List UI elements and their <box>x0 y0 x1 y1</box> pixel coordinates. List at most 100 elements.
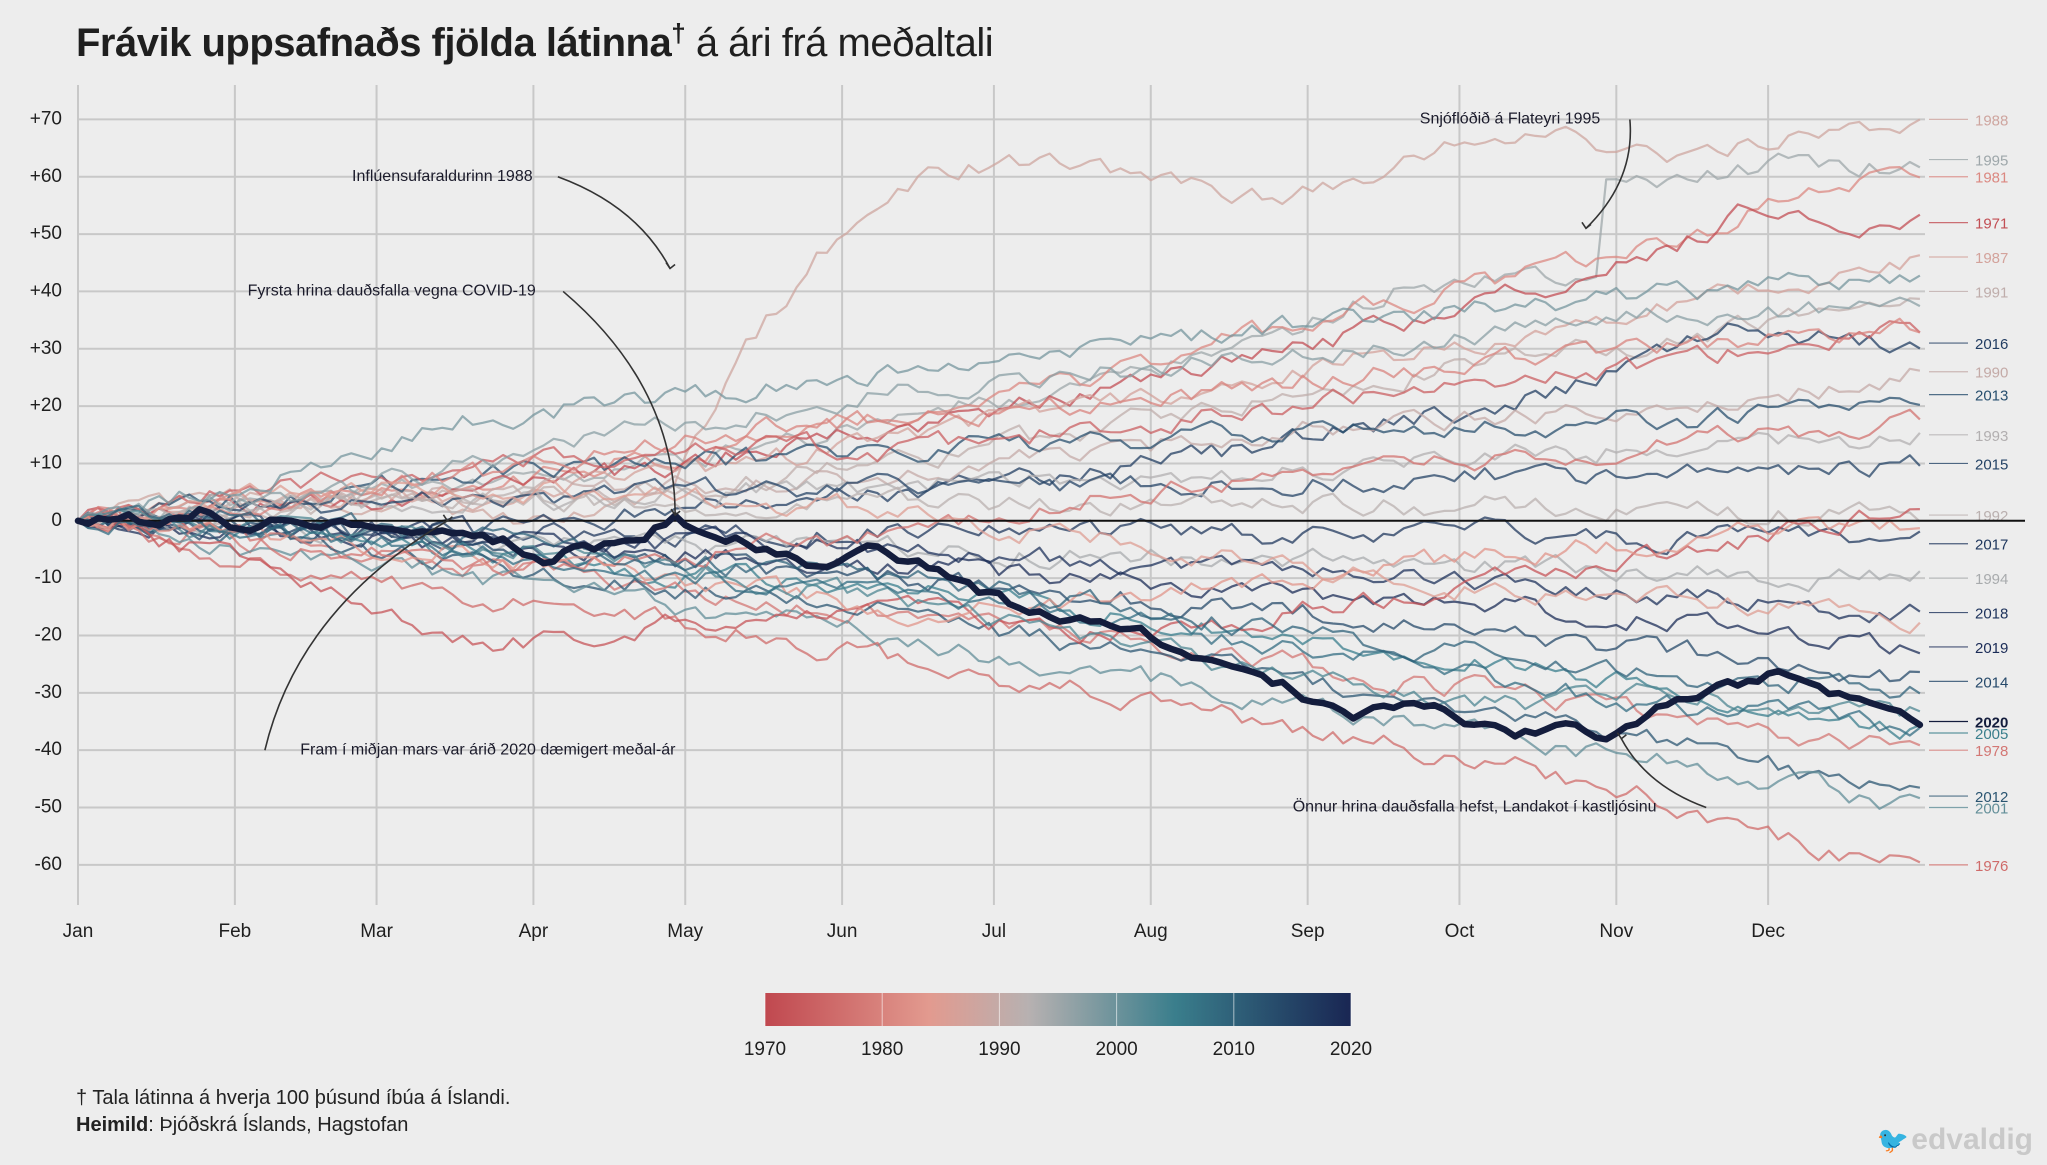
y-tick-label-10: +10 <box>30 452 62 473</box>
series-line-2008 <box>77 515 1921 737</box>
series-line-2014 <box>77 513 1920 683</box>
series-line-1974 <box>77 320 1921 522</box>
highlight-line: 2020 <box>74 506 2008 743</box>
x-tick-label-Jul: Jul <box>982 921 1006 942</box>
x-tick-label-Apr: Apr <box>519 921 549 942</box>
series-line-1999 <box>77 271 1921 525</box>
series-line-1985 <box>77 479 1921 635</box>
legend-label-2010: 2010 <box>1213 1039 1255 1060</box>
annotation-text-4: Önnur hrina dauðsfalla hefst, Landakot í… <box>1293 798 1657 816</box>
series-line-2015 <box>77 454 1921 531</box>
x-tick-label-Sep: Sep <box>1291 921 1325 942</box>
y-tick-label--20: -20 <box>35 625 62 646</box>
series-label-2013: 2013 <box>1975 388 2008 405</box>
series-label-2020: 2020 <box>1975 714 2008 731</box>
series-label-2018: 2018 <box>1975 606 2008 623</box>
footnote: † Tala látinna á hverja 100 þúsund íbúa … <box>76 1087 511 1109</box>
series-line-2016 <box>77 322 1921 543</box>
legend-label-2020: 2020 <box>1330 1039 1372 1060</box>
y-tick-label-60: +60 <box>30 166 62 187</box>
series-line-1978 <box>77 512 1921 750</box>
series-line-1995 <box>77 152 1921 528</box>
axes: +70 +60 +50 +40 +30 +20 +10 0 -10 -20 -30 -40 -50 -60… <box>30 108 1785 942</box>
annotation-text-0: Inflúensufaraldurinn 1988 <box>352 168 533 185</box>
annotation-arrow-2 <box>1585 119 1632 229</box>
series-line-1977 <box>77 408 1921 577</box>
brand[interactable]: 🐦edvaldig <box>1877 1123 2033 1157</box>
series-line-1972 <box>77 508 1920 652</box>
series-line-1971 <box>77 203 1921 523</box>
annotation-arrowhead-4 <box>1616 732 1627 740</box>
series-label-1987: 1987 <box>1975 250 2008 267</box>
annotation-text-1: Fyrsta hrina dauðsfalla vegna COVID-19 <box>248 283 536 300</box>
y-tick-label--60: -60 <box>35 854 62 875</box>
series-label-1981: 1981 <box>1975 170 2008 187</box>
legend-label-2000: 2000 <box>1095 1039 1137 1060</box>
series-label-1995: 1995 <box>1975 153 2008 170</box>
series-label-2016: 2016 <box>1975 336 2008 353</box>
series-line-2001 <box>77 514 1921 810</box>
annotation-arrow-0 <box>557 175 671 269</box>
chart-title: Frávik uppsafnaðs fjölda látinna† á ári … <box>76 18 994 66</box>
series-line-1983 <box>77 515 1920 628</box>
series-label-2015: 2015 <box>1975 456 2008 473</box>
series-label-1991: 1991 <box>1975 284 2008 301</box>
legend-label-1990: 1990 <box>978 1039 1020 1060</box>
x-tick-label-May: May <box>667 921 703 942</box>
series-line-1976 <box>77 515 1921 864</box>
series-line-1988 <box>77 118 1921 525</box>
brand-handle: edvaldig <box>1911 1123 2033 1156</box>
series-label-2017: 2017 <box>1975 537 2008 554</box>
title-rest: á ári frá meðaltali <box>685 21 994 65</box>
series-line-2010 <box>77 504 1921 699</box>
annotation-text-2: Snjóflóðið á Flateyri 1995 <box>1420 111 1601 128</box>
legend-label-1970: 1970 <box>744 1039 786 1060</box>
color-legend-bar <box>765 993 1351 1026</box>
y-tick-label-20: +20 <box>30 395 62 416</box>
series-label-1990: 1990 <box>1975 365 2008 382</box>
color-legend: 1970 1980 1990 2000 2010 2020 <box>744 993 1372 1060</box>
series-label-1971: 1971 <box>1975 216 2008 233</box>
annotation-arrowhead-3 <box>442 514 453 522</box>
y-tick-label-0: 0 <box>51 510 62 531</box>
x-tick-label-Jun: Jun <box>827 921 858 942</box>
y-tick-label--10: -10 <box>35 567 62 588</box>
y-tick-label--50: -50 <box>35 797 62 818</box>
annotation-text-3: Fram í miðjan mars var árið 2020 dæmiger… <box>300 741 676 758</box>
series-label-2012: 2012 <box>1975 789 2008 806</box>
series-line-1997 <box>77 296 1921 523</box>
twitter-bird-icon: 🐦 <box>1876 1125 1910 1155</box>
y-tick-label--30: -30 <box>35 682 62 703</box>
y-tick-label-50: +50 <box>30 223 62 244</box>
series-label-1992: 1992 <box>1975 508 2008 525</box>
series-label-1978: 1978 <box>1975 743 2008 760</box>
x-tick-label-Mar: Mar <box>360 921 393 942</box>
series-line-1992 <box>77 485 1921 528</box>
series-line-1993 <box>77 431 1921 527</box>
x-tick-label-Dec: Dec <box>1751 921 1785 942</box>
series-label-2019: 2019 <box>1975 640 2008 657</box>
annotation-arrowhead-0 <box>665 262 676 270</box>
source-line: Heimild: Þjóðskrá Íslands, Hagstofan <box>76 1114 408 1137</box>
source-label: Heimild <box>76 1114 149 1136</box>
series-label-2014: 2014 <box>1975 674 2008 691</box>
series-line-1980 <box>77 317 1921 526</box>
source-text: : Þjóðskrá Íslands, Hagstofan <box>148 1114 409 1136</box>
x-tick-label-Aug: Aug <box>1134 921 1168 942</box>
highlight-line-2020 <box>74 506 1924 743</box>
annotations: Inflúensufaraldurinn 1988 Fyrsta hrina da… <box>248 111 1707 816</box>
y-tick-label--40: -40 <box>35 739 62 760</box>
title-main: Frávik uppsafnaðs fjölda látinna <box>76 21 672 65</box>
series-label-1993: 1993 <box>1975 428 2008 445</box>
y-tick-label-70: +70 <box>30 108 62 129</box>
series-label-1988: 1988 <box>1975 112 2008 129</box>
series-label-1976: 1976 <box>1975 858 2008 875</box>
series-label-2005: 2005 <box>1975 726 2008 743</box>
annotation-arrow-3 <box>264 520 448 751</box>
legend-label-1980: 1980 <box>861 1039 903 1060</box>
annotation-arrowhead-1 <box>670 508 681 517</box>
annotation-arrow-4 <box>1620 738 1707 809</box>
annotation-arrowhead-2 <box>1581 221 1592 230</box>
